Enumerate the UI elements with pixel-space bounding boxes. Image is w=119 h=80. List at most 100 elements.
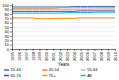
chart: 0102030405060708090100199519961997199819…	[0, 0, 119, 80]
legend-label: 65-74	[11, 73, 22, 78]
series-line	[12, 9, 115, 10]
tick-mark	[108, 49, 109, 51]
tick-label: 90	[5, 7, 10, 12]
series-line	[12, 10, 115, 11]
tick-label: 30	[5, 34, 10, 39]
tick-label: 1999	[37, 51, 42, 61]
tick-mark	[33, 49, 34, 51]
tick-label: 2001	[51, 51, 56, 61]
tick: 40	[5, 29, 12, 34]
x-axis: 1995199619971998199920002001200220032004…	[10, 49, 118, 61]
grid-line	[12, 9, 115, 10]
plot: 0102030405060708090100199519961997199819…	[2, 3, 118, 61]
tick-mark	[10, 5, 12, 6]
tick-label: 50	[5, 25, 10, 30]
axis-line	[12, 4, 13, 50]
tick: 60	[5, 20, 12, 25]
tick: 2002	[58, 49, 63, 61]
tick: 80	[5, 12, 12, 17]
series-line	[12, 12, 115, 14]
tick: 10	[5, 42, 12, 47]
x-axis-title: Years	[58, 62, 70, 67]
tick-mark	[94, 49, 95, 51]
tick-mark	[88, 49, 89, 51]
tick-label: 2007	[92, 51, 97, 61]
legend-label: 15-44	[11, 67, 22, 72]
tick-label: 2002	[58, 51, 63, 61]
tick-mark	[10, 18, 12, 19]
tick-label: 2009	[106, 51, 111, 61]
tick-label: 0	[7, 47, 10, 52]
tick-mark	[19, 49, 20, 51]
tick: 1998	[31, 49, 36, 61]
tick-label: 2003	[65, 51, 70, 61]
tick: 2009	[106, 49, 111, 61]
lines	[12, 7, 115, 19]
tick-label: 70	[5, 16, 10, 21]
tick-mark	[115, 49, 116, 51]
grid-line	[12, 35, 115, 36]
tick: 0	[7, 47, 12, 52]
grid-line	[12, 5, 115, 6]
tick-label: 40	[5, 29, 10, 34]
tick: 2000	[44, 49, 49, 61]
tick-label: 1995	[10, 51, 15, 61]
tick: 2001	[51, 49, 56, 61]
axis-line	[13, 49, 116, 50]
tick: 2006	[85, 49, 90, 61]
tick: 1997	[24, 49, 29, 61]
tick: 100	[2, 3, 12, 8]
tick: 70	[5, 16, 12, 21]
tick-mark	[10, 36, 12, 37]
grid-line	[12, 44, 115, 45]
tick-label: 2005	[79, 51, 84, 61]
legend-item: All	[81, 73, 92, 78]
tick-mark	[12, 49, 13, 51]
tick: 2010	[113, 49, 118, 61]
legend-label: 55-64	[87, 67, 98, 72]
tick: 20	[5, 38, 12, 43]
series-line	[12, 6, 115, 7]
grid	[12, 5, 115, 49]
legend-item: 65-74	[4, 73, 22, 78]
tick: 1996	[17, 49, 22, 61]
tick-label: 10	[5, 42, 10, 47]
tick-label: 1997	[24, 51, 29, 61]
tick-label: 2008	[99, 51, 104, 61]
tick: 1999	[37, 49, 42, 61]
legend-item: 75+	[42, 73, 56, 78]
tick-mark	[10, 23, 12, 24]
tick-mark	[10, 45, 12, 46]
tick: 50	[5, 25, 12, 30]
tick-mark	[10, 27, 12, 28]
tick: 2005	[79, 49, 84, 61]
tick-mark	[39, 49, 40, 51]
tick-mark	[81, 49, 82, 51]
tick-label: 80	[5, 12, 10, 17]
tick-label: 1998	[31, 51, 36, 61]
grid-line	[12, 13, 115, 14]
y-axis: 0102030405060708090100	[2, 3, 12, 52]
tick: 1995	[10, 49, 15, 61]
tick: 2004	[72, 49, 77, 61]
legend-swatch	[81, 75, 86, 77]
legend-swatch	[42, 75, 47, 77]
series-line	[12, 17, 115, 19]
tick-mark	[60, 49, 61, 51]
series-line	[12, 7, 115, 8]
tick-mark	[10, 14, 12, 15]
tick-mark	[53, 49, 54, 51]
legend-label: All	[87, 73, 92, 78]
legend-item: 15-44	[4, 67, 22, 72]
legend: 15-44 45-54 55-64 65-74 75+ All	[4, 67, 98, 78]
tick-mark	[10, 49, 12, 50]
legend-label: 45-54	[49, 67, 60, 72]
grid-line	[12, 40, 115, 41]
tick-mark	[74, 49, 75, 51]
grid-line	[12, 18, 115, 19]
legend-swatch	[81, 69, 86, 71]
legend-swatch	[42, 69, 47, 71]
tick-mark	[10, 40, 12, 41]
legend-swatch	[4, 75, 9, 77]
tick-mark	[46, 49, 47, 51]
